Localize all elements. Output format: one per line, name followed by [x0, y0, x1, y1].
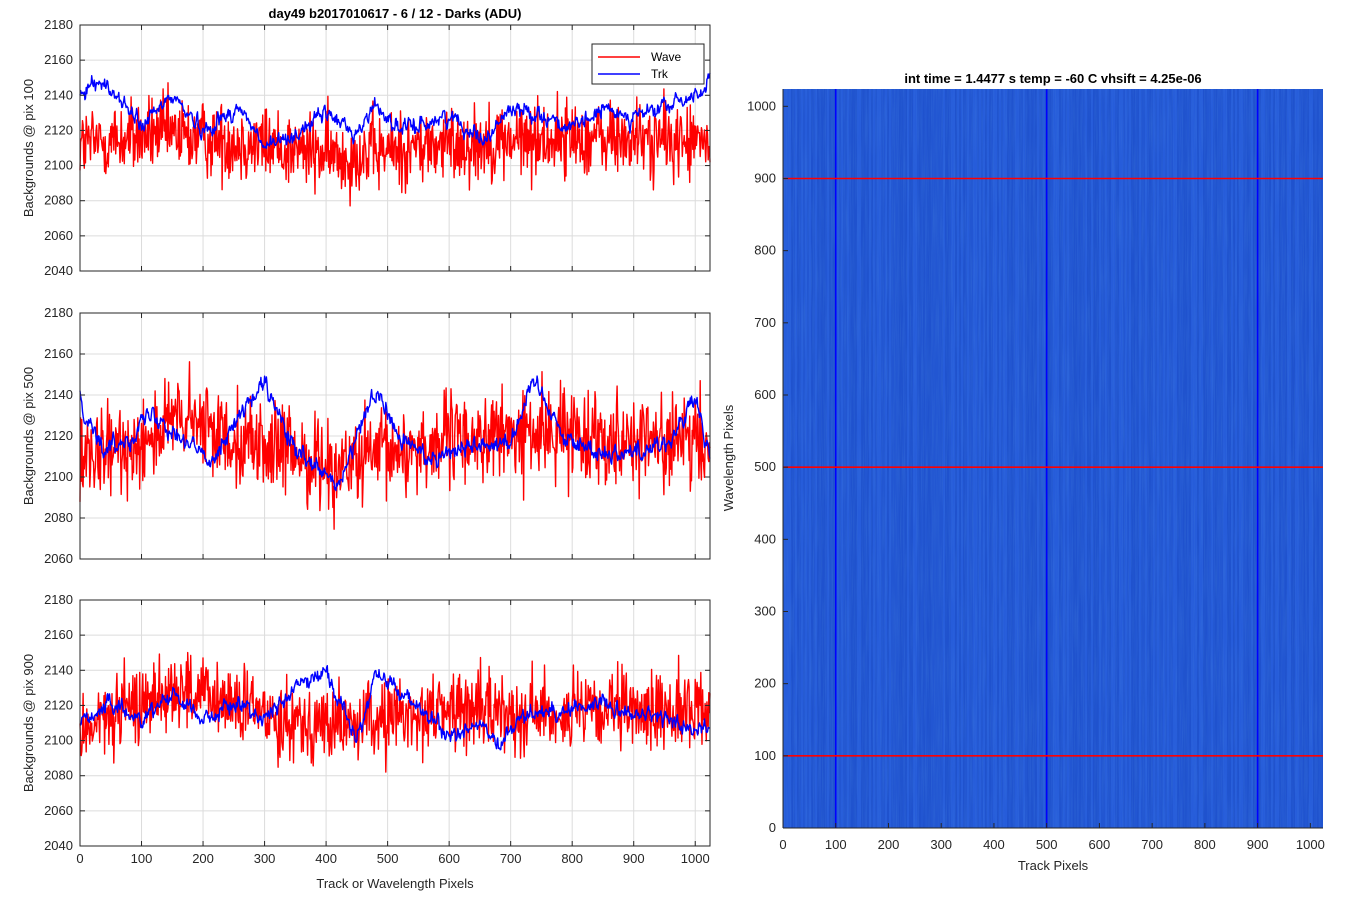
series-line-wave	[79, 361, 711, 530]
x-tick-label: 700	[500, 851, 522, 866]
y-tick-label: 2100	[44, 469, 73, 484]
tick-group: 0 100 200 300 400 500 600 700 800 900 1000 2040 2060…	[44, 592, 710, 866]
y-tick-label: 400	[754, 531, 776, 546]
plot-area	[80, 600, 710, 846]
y-tick-label: 700	[754, 315, 776, 330]
x-tick-label: 900	[1247, 837, 1269, 852]
y-tick-label: 2120	[44, 122, 73, 137]
y-tick-label: 300	[754, 603, 776, 618]
axes-frame	[79, 599, 711, 847]
panel-pix-900: 0 100 200 300 400 500 600 700 800 900 1000 2040 2060…	[21, 592, 711, 891]
y-tick-label: 2180	[44, 305, 73, 320]
series-group	[79, 72, 711, 207]
x-tick-label: 600	[438, 851, 460, 866]
x-tick-label: 500	[377, 851, 399, 866]
x-axis-label: Track or Wavelength Pixels	[316, 876, 474, 891]
y-tick-label: 600	[754, 387, 776, 402]
y-tick-label: 2080	[44, 193, 73, 208]
series-line-trk	[79, 665, 711, 751]
x-tick-label: 0	[779, 837, 786, 852]
y-tick-label: 1000	[747, 98, 776, 113]
x-tick-label: 1000	[1296, 837, 1325, 852]
y-tick-label: 2180	[44, 17, 73, 32]
x-tick-label: 400	[983, 837, 1005, 852]
y-tick-label: 2180	[44, 592, 73, 607]
x-tick-label: 800	[1194, 837, 1216, 852]
x-tick-label: 800	[561, 851, 583, 866]
y-tick-label: 2100	[44, 733, 73, 748]
legend[interactable]: Wave Trk	[591, 43, 705, 85]
y-tick-label: 200	[754, 676, 776, 691]
y-tick-label: 2060	[44, 551, 73, 566]
y-tick-label: 2160	[44, 346, 73, 361]
image-title: int time = 1.4477 s temp = -60 C vhsift …	[904, 71, 1201, 86]
figure-title: day49 b2017010617 - 6 / 12 - Darks (ADU)	[269, 6, 522, 21]
x-tick-label: 900	[623, 851, 645, 866]
x-tick-label: 100	[825, 837, 847, 852]
x-tick-label: 200	[878, 837, 900, 852]
y-axis-label: Backgrounds @ pix 100	[21, 79, 36, 217]
series-group	[79, 361, 711, 530]
y-tick-label: 2080	[44, 510, 73, 525]
series-line-wave	[79, 82, 711, 207]
legend-label-trk: Trk	[651, 67, 669, 81]
y-tick-label: 2160	[44, 52, 73, 67]
y-axis-label: Wavelength Pixels	[721, 404, 736, 511]
y-tick-label: 2080	[44, 768, 73, 783]
x-tick-label: 100	[131, 851, 153, 866]
x-tick-label: 300	[930, 837, 952, 852]
panel-pix-500: 2060 2080 2100 2120 2140 2160 2180 Backgrounds…	[21, 305, 711, 566]
x-tick-label: 1000	[681, 851, 710, 866]
panel-pix-100: 2040 2060 2080 2100 2120 2140 2160 2180 day49 b…	[21, 6, 711, 278]
x-tick-label: 700	[1141, 837, 1163, 852]
x-tick-label: 500	[1036, 837, 1058, 852]
y-tick-label: 2140	[44, 662, 73, 677]
y-tick-label: 2120	[44, 697, 73, 712]
tick-group: 2040 2060 2080 2100 2120 2140 2160 2180	[44, 17, 710, 278]
x-tick-label: 400	[315, 851, 337, 866]
y-tick-label: 0	[769, 820, 776, 835]
y-axis-label: Backgrounds @ pix 900	[21, 654, 36, 792]
y-tick-label: 800	[754, 243, 776, 258]
tick-group: 2060 2080 2100 2120 2140 2160 2180	[44, 305, 710, 566]
y-tick-label: 2140	[44, 387, 73, 402]
y-tick-label: 2120	[44, 428, 73, 443]
y-tick-label: 2160	[44, 627, 73, 642]
y-tick-label: 500	[754, 459, 776, 474]
y-tick-label: 2060	[44, 803, 73, 818]
heatmap-noise	[783, 89, 1323, 828]
x-axis-label: Track Pixels	[1018, 858, 1089, 873]
overlay-lines	[783, 89, 1323, 828]
legend-box	[591, 43, 705, 85]
x-tick-label: 200	[192, 851, 214, 866]
series-line-trk	[79, 72, 711, 149]
panel-dark-frame-image: int time = 1.4477 s temp = -60 C vhsift …	[721, 71, 1325, 873]
y-axis-label: Backgrounds @ pix 500	[21, 367, 36, 505]
series-line-trk	[79, 375, 711, 492]
x-tick-label: 600	[1089, 837, 1111, 852]
y-tick-label: 2040	[44, 838, 73, 853]
y-tick-label: 2140	[44, 87, 73, 102]
image-axes: 0 100 200 300 400 500 600 700 800 900 1000 0 100 200 3…	[747, 89, 1325, 852]
y-tick-label: 2100	[44, 158, 73, 173]
x-tick-label: 300	[254, 851, 276, 866]
y-tick-label: 2060	[44, 228, 73, 243]
axes-frame	[79, 24, 711, 272]
y-tick-label: 2040	[44, 263, 73, 278]
y-tick-label: 100	[754, 748, 776, 763]
y-tick-label: 900	[754, 170, 776, 185]
series-group	[79, 651, 711, 773]
legend-label-wave: Wave	[651, 50, 682, 64]
x-tick-label: 0	[76, 851, 83, 866]
